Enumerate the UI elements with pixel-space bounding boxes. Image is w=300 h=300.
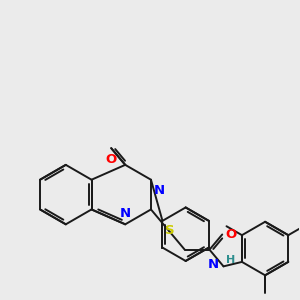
Text: N: N (120, 207, 131, 220)
Text: N: N (207, 258, 218, 271)
Text: S: S (165, 224, 175, 237)
Text: N: N (154, 184, 165, 197)
Text: O: O (225, 228, 236, 241)
Text: O: O (106, 153, 117, 166)
Text: H: H (226, 255, 236, 266)
